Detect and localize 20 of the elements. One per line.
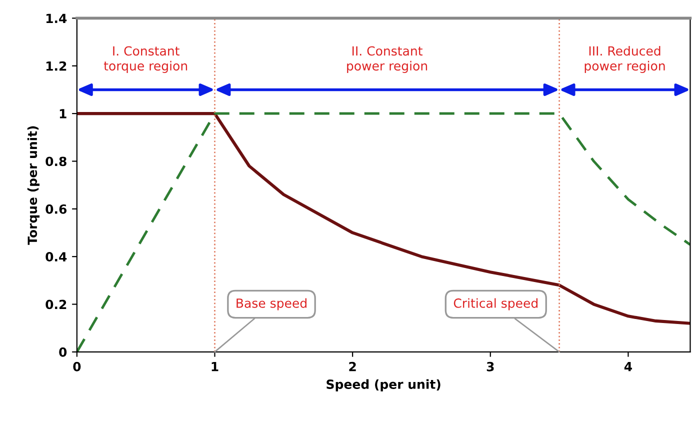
x-tick-label: 4 — [624, 362, 632, 372]
y-tick-label: 0 — [59, 347, 67, 357]
y-tick-label: 1.4 — [46, 14, 67, 23]
x-tick-label: 1 — [212, 362, 218, 372]
x-axis-title: Speed (per unit) — [326, 379, 440, 392]
y-axis-title: Torque (per unit) — [27, 126, 40, 245]
annotation: I. Constant torque region — [104, 46, 188, 74]
y-tick-label: 1 — [60, 109, 66, 118]
ref-line-label: Base speed — [236, 298, 306, 310]
y-tick-label: 0.6 — [46, 204, 67, 214]
y-tick-label: 0.8 — [46, 156, 66, 166]
y-tick-label: 0.2 — [46, 300, 66, 310]
x-tick-label: 2 — [349, 362, 356, 372]
y-tick-label: 0.4 — [46, 252, 67, 262]
annotation: II. Constant power region — [347, 46, 428, 74]
x-tick-label: 3 — [486, 362, 494, 372]
ref-line-label: Critical speed — [454, 298, 538, 310]
y-tick-label: 1.2 — [46, 61, 66, 71]
x-tick-label: 0 — [73, 362, 81, 372]
annotation: III. Reduced power region — [584, 46, 665, 74]
